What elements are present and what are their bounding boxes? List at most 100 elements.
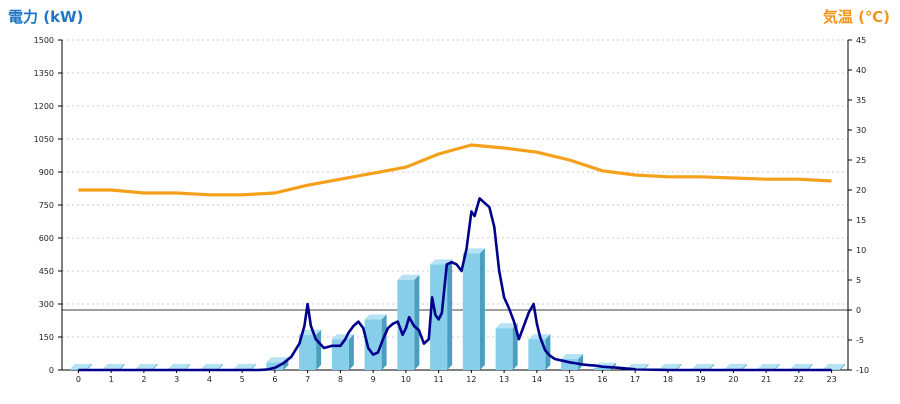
x-tick-label: 20	[728, 375, 738, 384]
x-tick-label: 11	[434, 375, 444, 384]
bar	[69, 368, 87, 370]
x-tick-label: 15	[565, 375, 575, 384]
left-tick-label: 750	[39, 201, 54, 210]
bar-side	[185, 363, 191, 370]
x-tick-label: 6	[272, 375, 277, 384]
bar-top	[397, 274, 420, 280]
x-tick-label: 5	[240, 375, 245, 384]
bar-side	[152, 363, 158, 370]
bar-side	[316, 329, 322, 370]
x-tick-label: 13	[499, 375, 509, 384]
bar	[495, 328, 513, 370]
x-tick-label: 23	[827, 375, 837, 384]
right-axis-title: 気温 (℃)	[822, 8, 890, 26]
right-tick-label: 35	[856, 96, 866, 105]
x-tick-label: 12	[466, 375, 476, 384]
bar-side	[807, 363, 813, 370]
bar	[299, 334, 317, 370]
bar-top	[462, 248, 485, 254]
right-tick-label: 10	[856, 246, 866, 255]
x-tick-label: 4	[207, 375, 212, 384]
bar-side	[381, 314, 387, 370]
right-tick-label: 45	[856, 36, 866, 45]
right-tick-label: 0	[856, 306, 861, 315]
bar	[593, 367, 611, 370]
x-tick-label: 7	[305, 375, 310, 384]
x-tick-label: 8	[338, 375, 343, 384]
left-tick-label: 600	[39, 234, 54, 243]
x-tick-label: 1	[109, 375, 114, 384]
right-tick-label: 40	[856, 66, 866, 75]
bar-side	[840, 363, 846, 370]
x-tick-label: 18	[663, 375, 673, 384]
bar-side	[709, 363, 715, 370]
bar-top	[724, 363, 747, 369]
bar	[364, 319, 382, 370]
bar-top	[626, 363, 649, 369]
power-line	[78, 197, 832, 372]
right-tick-label: 30	[856, 126, 866, 135]
bar-top	[364, 314, 387, 320]
bar-top	[69, 363, 92, 369]
left-tick-label: 450	[39, 267, 54, 276]
right-tick-label: -5	[856, 336, 864, 345]
x-tick-label: 3	[174, 375, 179, 384]
bar-side	[447, 259, 453, 370]
left-axis-title: 電力 (kW)	[8, 8, 84, 26]
right-tick-label: -10	[856, 366, 869, 375]
bar-side	[348, 334, 354, 370]
x-tick-label: 19	[696, 375, 706, 384]
bar-side	[578, 354, 584, 370]
bar-side	[479, 248, 485, 370]
left-tick-label: 1350	[34, 69, 54, 78]
bar-top	[495, 323, 518, 329]
bar-top	[233, 363, 256, 369]
bar-top	[561, 354, 584, 359]
bar	[266, 362, 284, 370]
left-tick-label: 1500	[34, 36, 54, 45]
bar	[561, 359, 579, 370]
x-tick-label: 16	[597, 375, 607, 384]
x-tick-label: 9	[371, 375, 376, 384]
bar-top	[102, 363, 125, 369]
x-tick-label: 21	[761, 375, 771, 384]
bar-top	[823, 363, 846, 369]
bar-side	[741, 363, 747, 370]
left-tick-label: 900	[39, 168, 54, 177]
left-tick-label: 1200	[34, 102, 54, 111]
x-tick-label: 17	[630, 375, 640, 384]
bar-top	[135, 363, 158, 369]
bar-side	[119, 363, 125, 370]
right-tick-label: 25	[856, 156, 866, 165]
bar-top	[168, 363, 191, 369]
bar	[462, 253, 480, 370]
bar-side	[217, 363, 223, 370]
left-tick-label: 300	[39, 300, 54, 309]
bar-top	[757, 363, 780, 369]
x-tick-label: 10	[401, 375, 411, 384]
temperature-line	[78, 143, 832, 197]
bar-side	[86, 363, 92, 370]
bar-top	[692, 363, 715, 369]
bar-side	[414, 274, 420, 370]
x-tick-label: 0	[76, 375, 81, 384]
left-tick-label: 0	[49, 366, 54, 375]
bar-side	[676, 363, 682, 370]
bar-top	[266, 357, 289, 363]
bar-top	[200, 363, 223, 369]
bar-top	[299, 329, 322, 335]
left-tick-label: 1050	[34, 135, 54, 144]
right-tick-label: 15	[856, 216, 866, 225]
right-tick-label: 20	[856, 186, 866, 195]
bar-side	[774, 363, 780, 370]
x-tick-label: 22	[794, 375, 804, 384]
bar	[528, 339, 546, 370]
right-tick-label: 5	[856, 276, 861, 285]
bar-top	[790, 363, 813, 369]
bar-side	[250, 363, 256, 370]
bar-top	[659, 363, 682, 369]
left-tick-label: 150	[39, 333, 54, 342]
x-tick-label: 14	[532, 375, 542, 384]
